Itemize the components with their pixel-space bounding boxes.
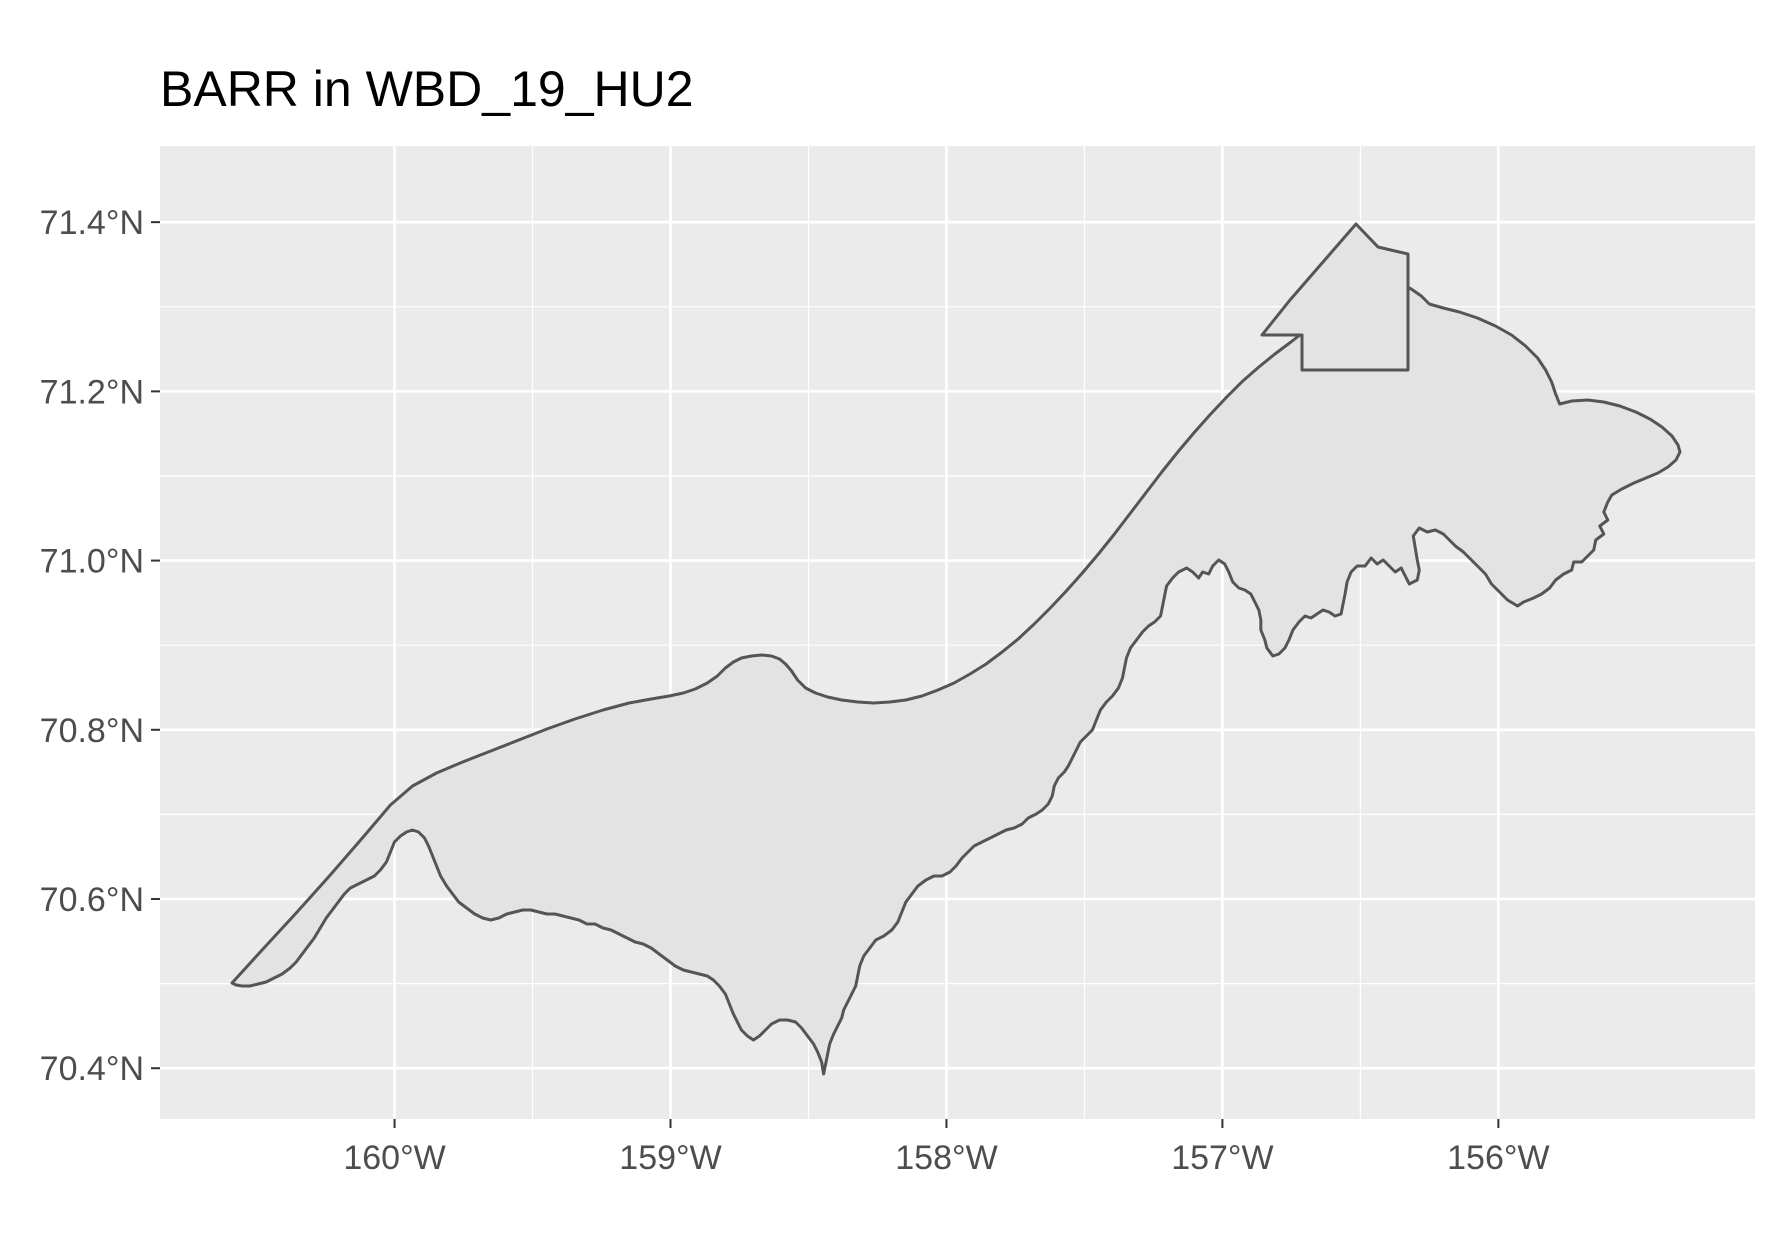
y-tick-label: 70.4°N: [40, 1050, 144, 1088]
x-tick-label: 158°W: [895, 1139, 997, 1177]
y-tick-label: 71.4°N: [40, 204, 144, 242]
x-tick-label: 160°W: [343, 1139, 445, 1177]
y-tick-label: 71.0°N: [40, 543, 144, 581]
watershed-boundary: [230, 278, 1682, 1076]
x-tick-label: 156°W: [1447, 1139, 1549, 1177]
x-tick-label: 157°W: [1171, 1139, 1273, 1177]
y-tick-label: 70.8°N: [40, 712, 144, 750]
y-tick-label: 70.6°N: [40, 881, 144, 919]
x-axis: 160°W 159°W 158°W 157°W 156°W: [343, 1119, 1550, 1177]
map-title: BARR in WBD_19_HU2: [160, 61, 694, 117]
y-axis: 70.4°N 70.6°N 70.8°N 71.0°N 71.2°N 71.4°N: [40, 204, 160, 1088]
x-tick-label: 159°W: [619, 1139, 721, 1177]
y-tick-label: 71.2°N: [40, 373, 144, 411]
sub-boundary-polygon: [1260, 222, 1410, 372]
map-panel: [160, 146, 1755, 1119]
